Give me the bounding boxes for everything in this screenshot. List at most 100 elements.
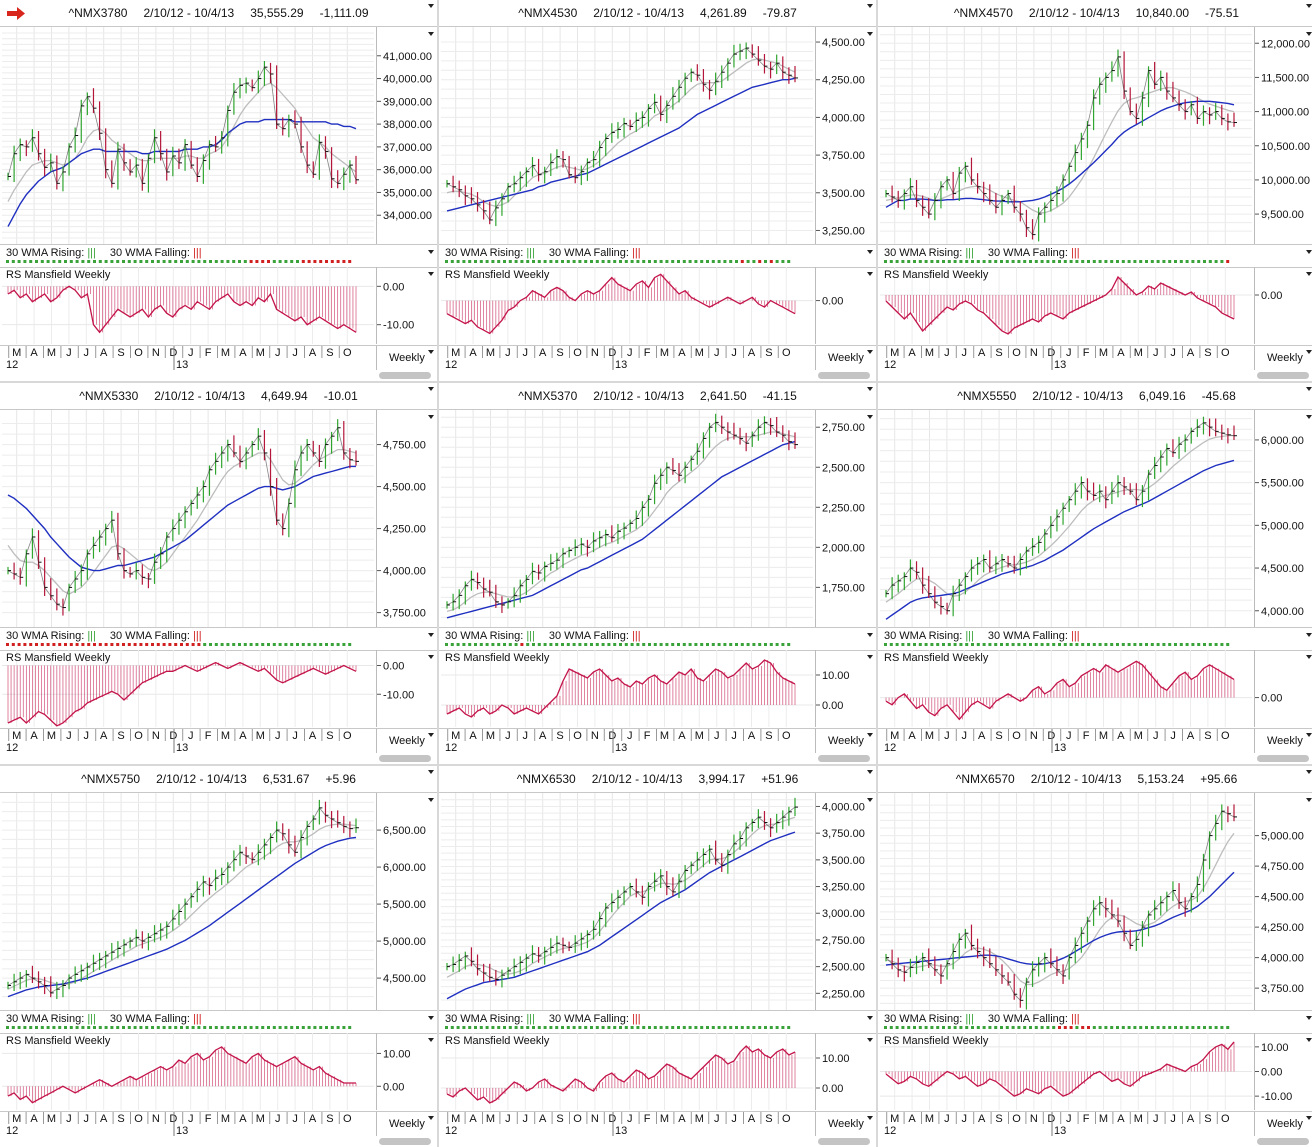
period-selector[interactable]: Weekly: [815, 1111, 876, 1136]
date-range: 2/10/12 - 10/4/13: [156, 772, 247, 786]
chart-panel[interactable]: ^NMX3780 2/10/12 - 10/4/13 35,555.29 -1,111…: [0, 0, 437, 381]
dropdown-arrow-icon[interactable]: [1306, 250, 1312, 254]
period-selector[interactable]: Weekly: [815, 728, 876, 753]
price-chart[interactable]: [441, 793, 813, 1010]
dropdown-arrow-icon[interactable]: [1306, 798, 1312, 802]
dropdown-arrow-icon[interactable]: [867, 1038, 873, 1042]
chart-panel[interactable]: ^NMX5550 2/10/12 - 10/4/13 6,049.16 -45.68 6…: [878, 383, 1312, 764]
dropdown-arrow-icon[interactable]: [1306, 272, 1312, 276]
horizontal-scrollbar[interactable]: [818, 755, 870, 762]
dropdown-arrow-icon[interactable]: [867, 32, 873, 36]
dropdown-arrow-icon[interactable]: [428, 350, 434, 354]
horizontal-scrollbar[interactable]: [818, 372, 870, 379]
horizontal-scrollbar[interactable]: [1257, 372, 1309, 379]
dropdown-arrow-icon[interactable]: [867, 272, 873, 276]
dropdown-arrow-icon[interactable]: [1306, 733, 1312, 737]
chart-panel[interactable]: ^NMX5750 2/10/12 - 10/4/13 6,531.67 +5.96 6,…: [0, 766, 437, 1147]
chart-panel[interactable]: ^NMX6570 2/10/12 - 10/4/13 5,153.24 +95.66 5…: [878, 766, 1312, 1147]
chart-panel[interactable]: ^NMX4570 2/10/12 - 10/4/13 10,840.00 -75.51…: [878, 0, 1312, 381]
dropdown-arrow-icon[interactable]: [1306, 770, 1312, 774]
dropdown-arrow-icon[interactable]: [1306, 655, 1312, 659]
price-chart[interactable]: [2, 27, 374, 244]
period-selector[interactable]: Weekly: [376, 1111, 437, 1136]
dropdown-arrow-icon[interactable]: [1306, 1038, 1312, 1042]
period-selector[interactable]: Weekly: [376, 728, 437, 753]
chart-panel[interactable]: ^NMX6530 2/10/12 - 10/4/13 3,994.17 +51.96 4…: [439, 766, 876, 1147]
dropdown-arrow-icon[interactable]: [428, 272, 434, 276]
horizontal-scrollbar[interactable]: [379, 755, 431, 762]
chart-symbol: ^NMX5370: [518, 389, 578, 403]
dropdown-arrow-icon[interactable]: [1306, 387, 1312, 391]
dropdown-arrow-icon[interactable]: [1306, 1116, 1312, 1120]
dropdown-arrow-icon[interactable]: [867, 798, 873, 802]
rs-mansfield-chart[interactable]: [2, 267, 374, 344]
dropdown-arrow-icon[interactable]: [867, 1016, 873, 1020]
dropdown-arrow-icon[interactable]: [428, 415, 434, 419]
dropdown-arrow-icon[interactable]: [428, 798, 434, 802]
price-chart[interactable]: [2, 793, 374, 1010]
horizontal-scrollbar[interactable]: [379, 372, 431, 379]
dropdown-arrow-icon[interactable]: [428, 733, 434, 737]
dropdown-arrow-icon[interactable]: [428, 655, 434, 659]
dropdown-arrow-icon[interactable]: [867, 350, 873, 354]
horizontal-scrollbar[interactable]: [818, 1138, 870, 1145]
dropdown-arrow-icon[interactable]: [428, 1116, 434, 1120]
rs-mansfield-chart[interactable]: [880, 1033, 1252, 1110]
dropdown-arrow-icon[interactable]: [428, 1016, 434, 1020]
price-chart[interactable]: [441, 410, 813, 627]
dropdown-arrow-icon[interactable]: [1306, 32, 1312, 36]
horizontal-scrollbar[interactable]: [1257, 755, 1309, 762]
dropdown-arrow-icon[interactable]: [1306, 633, 1312, 637]
dropdown-arrow-icon[interactable]: [428, 387, 434, 391]
wma-state-dot: [1150, 260, 1154, 263]
chart-panel[interactable]: ^NMX5370 2/10/12 - 10/4/13 2,641.50 -41.15 2…: [439, 383, 876, 764]
dropdown-arrow-icon[interactable]: [867, 4, 873, 8]
dropdown-arrow-icon[interactable]: [428, 1038, 434, 1042]
chart-panel[interactable]: ^NMX5330 2/10/12 - 10/4/13 4,649.94 -10.01 4…: [0, 383, 437, 764]
price-chart[interactable]: [2, 410, 374, 627]
price-chart[interactable]: [880, 410, 1252, 627]
y-tick-label: 1,750.00: [822, 582, 865, 594]
wma-state-dot: [717, 260, 721, 263]
rs-mansfield-chart[interactable]: [441, 1033, 813, 1110]
price-bar: [233, 850, 237, 872]
price-chart[interactable]: [880, 793, 1252, 1010]
dropdown-arrow-icon[interactable]: [428, 770, 434, 774]
dropdown-arrow-icon[interactable]: [867, 387, 873, 391]
rs-mansfield-chart[interactable]: [2, 1033, 374, 1110]
dropdown-arrow-icon[interactable]: [867, 250, 873, 254]
dropdown-arrow-icon[interactable]: [1306, 415, 1312, 419]
dropdown-arrow-icon[interactable]: [428, 250, 434, 254]
dropdown-arrow-icon[interactable]: [1306, 350, 1312, 354]
period-selector[interactable]: Weekly: [815, 345, 876, 370]
price-chart[interactable]: [441, 27, 813, 244]
dropdown-arrow-icon[interactable]: [867, 770, 873, 774]
dropdown-arrow-icon[interactable]: [867, 733, 873, 737]
price-chart[interactable]: [880, 27, 1252, 244]
dropdown-arrow-icon[interactable]: [1306, 1016, 1312, 1020]
red-arrow-icon[interactable]: [6, 7, 26, 20]
wma-state-dot: [133, 260, 137, 263]
horizontal-scrollbar[interactable]: [1257, 1138, 1309, 1145]
dropdown-arrow-icon[interactable]: [867, 415, 873, 419]
chart-panel[interactable]: ^NMX4530 2/10/12 - 10/4/13 4,261.89 -79.87 4…: [439, 0, 876, 381]
dropdown-arrow-icon[interactable]: [1306, 4, 1312, 8]
rs-mansfield-chart[interactable]: [2, 650, 374, 727]
dropdown-arrow-icon[interactable]: [867, 655, 873, 659]
period-selector[interactable]: Weekly: [1254, 728, 1312, 753]
dropdown-arrow-icon[interactable]: [867, 1116, 873, 1120]
rs-tick-label: 0.00: [822, 1083, 843, 1095]
rs-mansfield-chart[interactable]: [880, 267, 1252, 344]
dropdown-arrow-icon[interactable]: [428, 633, 434, 637]
rs-mansfield-chart[interactable]: [441, 650, 813, 727]
wma-rising-label: 30 WMA Rising:: [445, 247, 524, 259]
period-selector[interactable]: Weekly: [1254, 345, 1312, 370]
period-selector[interactable]: Weekly: [1254, 1111, 1312, 1136]
rs-mansfield-chart[interactable]: [441, 267, 813, 344]
dropdown-arrow-icon[interactable]: [428, 32, 434, 36]
dropdown-arrow-icon[interactable]: [428, 4, 434, 8]
dropdown-arrow-icon[interactable]: [867, 633, 873, 637]
period-selector[interactable]: Weekly: [376, 345, 437, 370]
rs-mansfield-chart[interactable]: [880, 650, 1252, 727]
horizontal-scrollbar[interactable]: [379, 1138, 431, 1145]
